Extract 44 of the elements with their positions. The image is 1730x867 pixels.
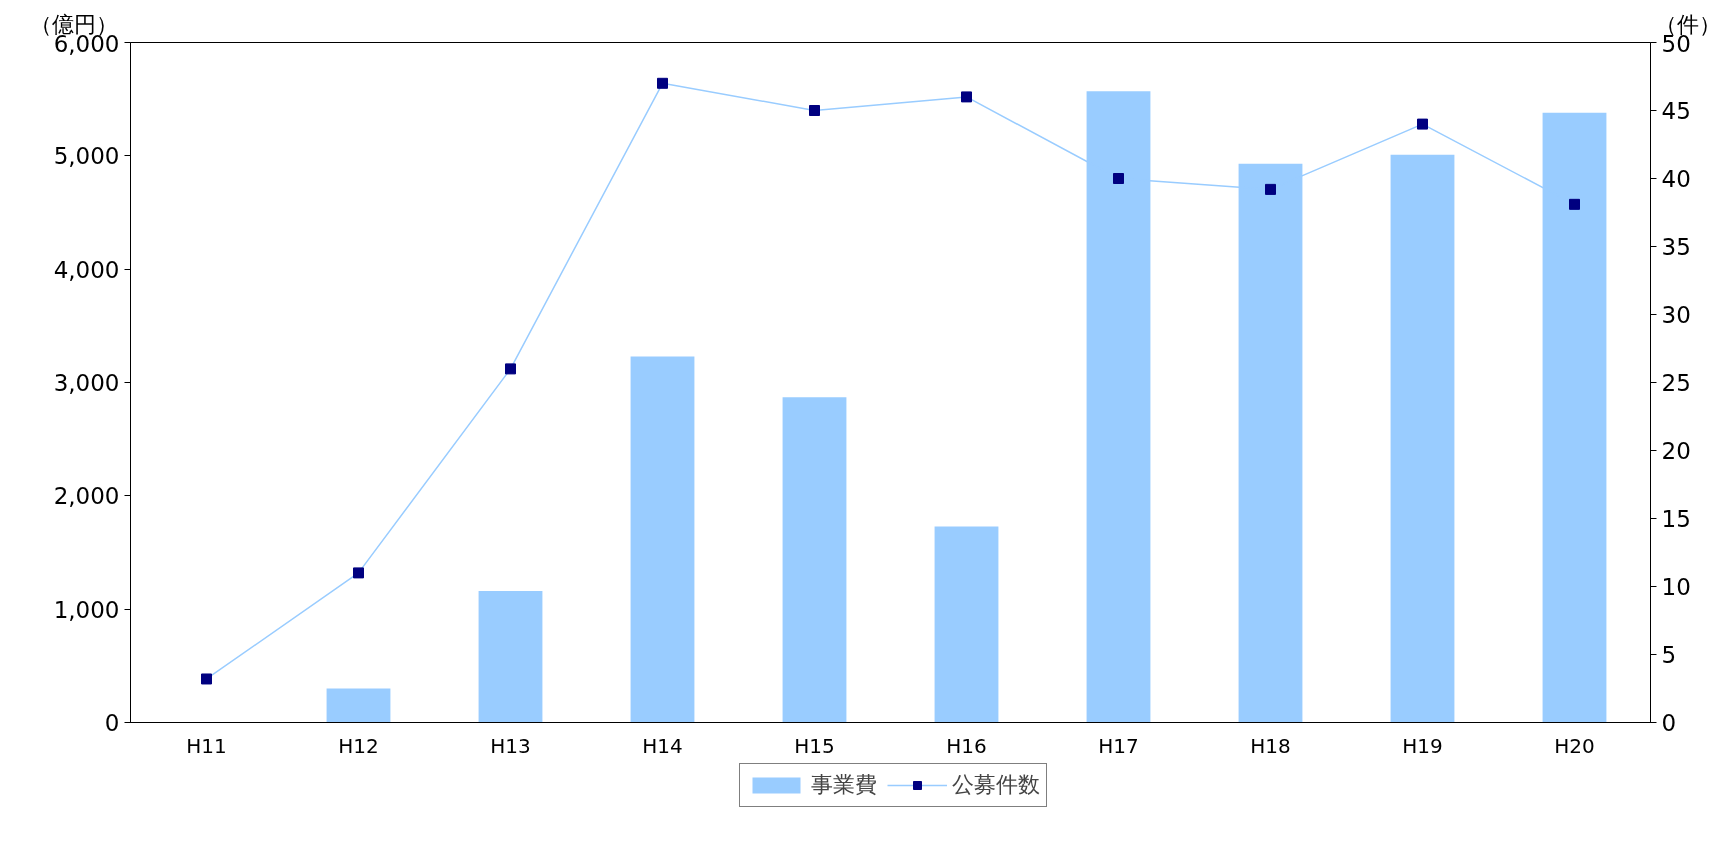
- y2-tick-label: 40: [1661, 166, 1691, 192]
- bar: [782, 397, 847, 723]
- point: [1569, 198, 1580, 210]
- y2-tick-label: 5: [1661, 642, 1677, 668]
- bar: [478, 591, 543, 723]
- bar: [934, 526, 999, 723]
- y2-tick-label: 20: [1661, 438, 1691, 464]
- point: [505, 363, 516, 375]
- y2-tick-label: 30: [1661, 302, 1691, 328]
- x-tick-label: H16: [946, 733, 987, 758]
- bar: [1390, 154, 1455, 723]
- y2-tick-label: 0: [1661, 710, 1677, 736]
- x-tick-label: H12: [338, 733, 379, 758]
- y-tick-label: 2,000: [53, 483, 120, 510]
- y2-tick-label: 15: [1661, 506, 1691, 532]
- point: [809, 105, 820, 116]
- point: [201, 673, 212, 685]
- y-tick-label: 5,000: [53, 143, 120, 170]
- legend-label: 事業費: [810, 771, 877, 799]
- x-tick-label: H13: [490, 733, 531, 758]
- point: [961, 91, 972, 103]
- x-tick-label: H20: [1554, 733, 1595, 758]
- y-tick-label: 0: [104, 710, 120, 736]
- bar: [326, 688, 391, 723]
- y-tick-label: 4,000: [53, 256, 120, 283]
- x-tick-label: H19: [1402, 733, 1443, 758]
- y2-tick-label: 10: [1661, 574, 1691, 600]
- x-tick-label: H17: [1098, 733, 1139, 758]
- bar: [630, 356, 695, 723]
- point: [1417, 118, 1428, 130]
- y-tick-label: 1,000: [53, 596, 120, 623]
- point: [657, 77, 668, 89]
- point: [1113, 173, 1124, 184]
- x-tick-label: H18: [1250, 733, 1291, 758]
- x-tick-label: H11: [186, 733, 227, 758]
- y2-tick-label: 45: [1661, 98, 1691, 124]
- y-tick-label: 3,000: [53, 370, 120, 396]
- point: [353, 567, 364, 579]
- x-tick-label: H14: [642, 733, 683, 758]
- legend-label: 公募件数: [951, 771, 1040, 799]
- y2-tick-label: 35: [1661, 234, 1691, 260]
- x-tick-label: H15: [794, 733, 835, 758]
- point: [1265, 183, 1276, 195]
- y2-tick-label: 25: [1661, 370, 1691, 396]
